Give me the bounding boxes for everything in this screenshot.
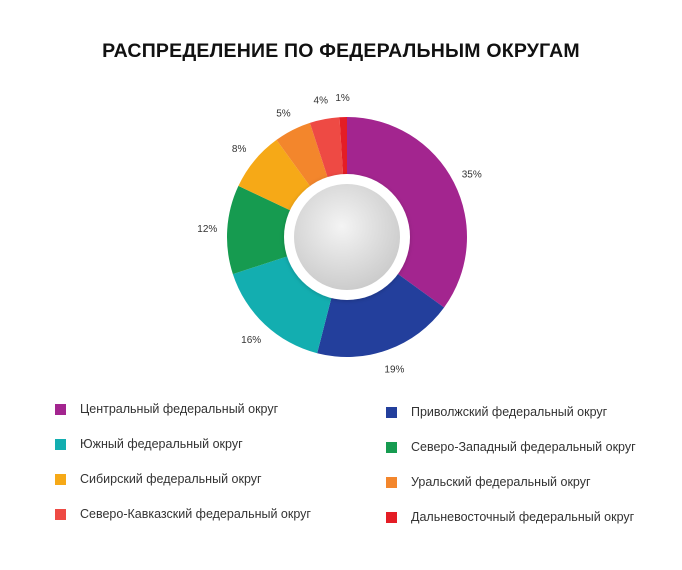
pie-slice xyxy=(276,122,329,189)
slice-value-label: 12% xyxy=(197,224,217,235)
legend-label: Приволжский федеральный округ xyxy=(411,405,608,419)
legend-swatch xyxy=(386,406,397,418)
legend-item: Северо-Кавказский федеральный округ xyxy=(55,507,311,521)
legend-item: Сибирский федеральный округ xyxy=(55,472,262,486)
legend-swatch xyxy=(55,438,66,450)
pie-slice xyxy=(339,117,347,178)
slice-value-label: 1% xyxy=(335,93,350,104)
slice-value-label: 5% xyxy=(276,108,291,119)
legend-label: Сибирский федеральный округ xyxy=(80,472,262,486)
legend-label: Дальневосточный федеральный округ xyxy=(411,510,635,524)
legend-item: Дальневосточный федеральный округ xyxy=(386,510,634,524)
legend-label: Центральный федеральный округ xyxy=(80,402,279,416)
slice-value-label: 8% xyxy=(232,144,247,155)
pie-slice xyxy=(309,117,344,180)
legend-swatch xyxy=(55,508,66,520)
pie-slice xyxy=(232,255,333,354)
legend-label: Северо-Кавказский федеральный округ xyxy=(80,507,311,521)
legend-swatch xyxy=(55,473,66,485)
legend-swatch xyxy=(386,476,397,488)
chart-title: РАСПРЕДЕЛЕНИЕ ПО ФЕДЕРАЛЬНЫМ ОКРУГАМ xyxy=(102,40,580,62)
pie-slice xyxy=(347,117,468,308)
pie-slice xyxy=(317,272,445,357)
legend-swatch xyxy=(386,511,397,523)
slice-value-label: 16% xyxy=(241,335,261,346)
legend-label: Южный федеральный округ xyxy=(80,437,243,451)
legend-swatch xyxy=(386,441,397,453)
legend-item: Центральный федеральный округ xyxy=(55,402,278,416)
pie-slice xyxy=(238,139,312,212)
legend-label: Уральский федеральный округ xyxy=(411,475,591,489)
donut-center-disc xyxy=(294,184,400,290)
pie-slice xyxy=(227,185,293,275)
slice-value-label: 35% xyxy=(462,169,482,180)
legend-item: Северо-Западный федеральный округ xyxy=(386,440,636,454)
legend-label: Северо-Западный федеральный округ xyxy=(411,440,636,454)
legend-swatch xyxy=(55,403,66,415)
slice-value-label: 4% xyxy=(314,95,329,106)
legend-item: Приволжский федеральный округ xyxy=(386,405,607,419)
slice-value-label: 19% xyxy=(384,365,404,376)
legend-item: Южный федеральный округ xyxy=(55,437,243,451)
legend-item: Уральский федеральный округ xyxy=(386,475,591,489)
